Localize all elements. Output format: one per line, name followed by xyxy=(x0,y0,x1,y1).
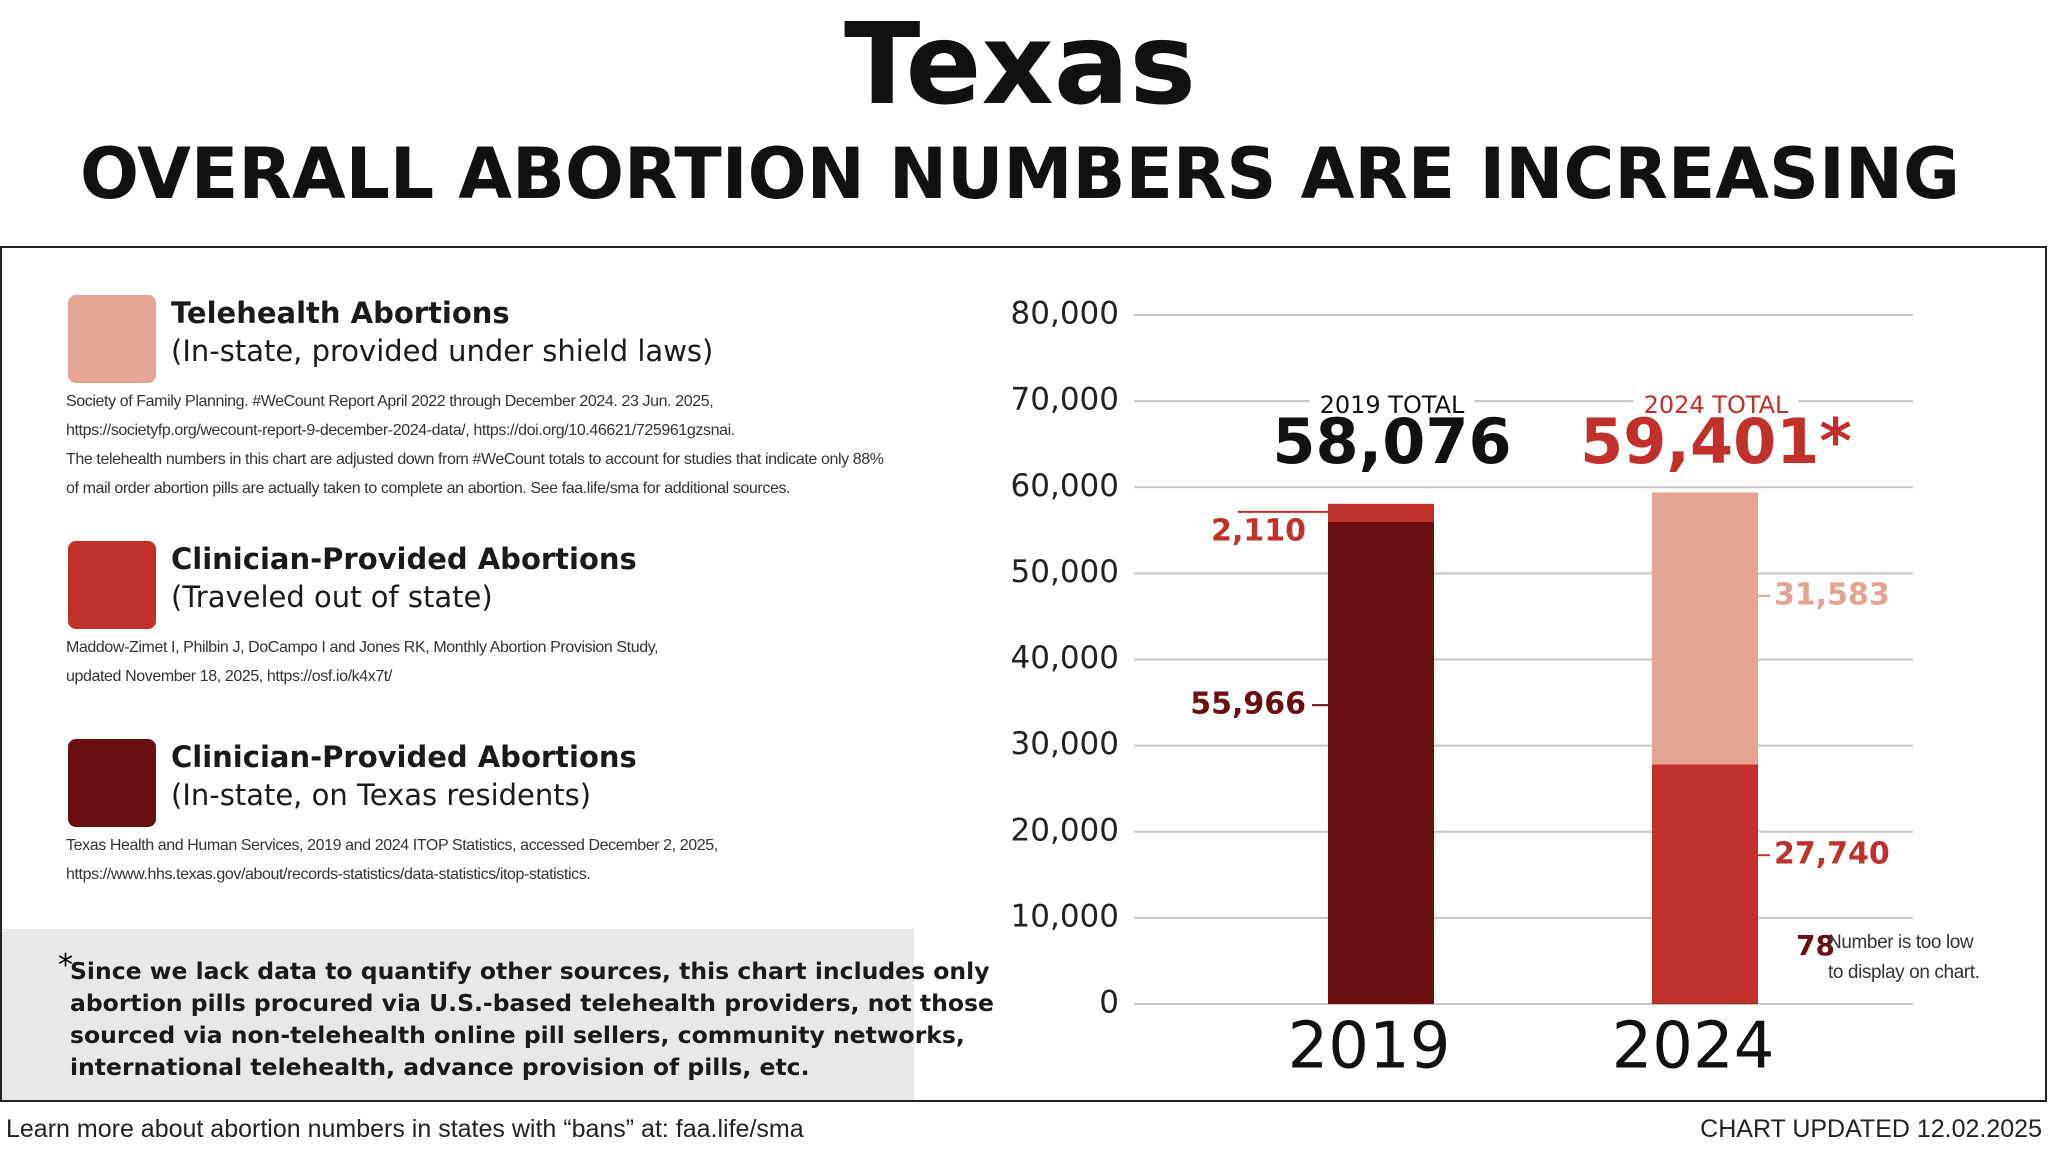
y-tick-label: 60,000 xyxy=(1011,468,1119,504)
source-line: https://societyfp.org/wecount-report-9-d… xyxy=(66,422,735,439)
bar-segment xyxy=(1328,503,1434,522)
source-line: Maddow-Zimet I, Philbin J, DoCampo I and… xyxy=(66,639,659,656)
note-line: international telehealth, advance provis… xyxy=(70,1053,810,1081)
legend-source: Maddow-Zimet I, Philbin J, DoCampo I and… xyxy=(66,633,659,691)
y-tick-label: 30,000 xyxy=(1011,726,1119,762)
note-line: abortion pills procured via U.S.-based t… xyxy=(70,989,994,1017)
legend-source: Society of Family Planning. #WeCount Rep… xyxy=(66,387,884,503)
total-value: 58,076 xyxy=(1272,405,1511,478)
source-line: Society of Family Planning. #WeCount Rep… xyxy=(66,393,714,410)
bar-segment xyxy=(1652,764,1758,1004)
chart-subtitle: OVERALL ABORTION NUMBERS ARE INCREASING xyxy=(80,133,1960,215)
legend-swatch xyxy=(68,541,156,629)
bar-segment xyxy=(1652,492,1758,765)
legend-swatch xyxy=(68,739,156,827)
source-line: of mail order abortion pills are actuall… xyxy=(66,480,791,497)
total-label: 2019 TOTAL xyxy=(1320,391,1465,419)
footer-right: CHART UPDATED 12.02.2025 xyxy=(1700,1115,2042,1143)
footer-left: Learn more about abortion numbers in sta… xyxy=(6,1115,804,1143)
legend-detail: (In-state, on Texas residents) xyxy=(171,778,592,812)
legend-swatch xyxy=(68,295,156,383)
value-label: 78 xyxy=(1796,929,1835,962)
note-box xyxy=(2,929,914,1100)
y-tick-label: 10,000 xyxy=(1011,898,1119,934)
value-label: 31,583 xyxy=(1774,577,1890,612)
source-line: https://www.hhs.texas.gov/about/records-… xyxy=(66,866,591,883)
y-tick-label: 50,000 xyxy=(1011,554,1119,590)
legend-name: Clinician-Provided Abortions xyxy=(171,542,637,576)
x-tick-label: 2024 xyxy=(1612,1010,1775,1084)
note-line: Since we lack data to quantify other sou… xyxy=(70,957,990,985)
note: Since we lack data to quantify other sou… xyxy=(70,955,994,1083)
bar-segment xyxy=(1652,1003,1758,1004)
y-tick-label: 40,000 xyxy=(1011,640,1119,676)
note-marker: * xyxy=(58,948,73,983)
frame xyxy=(0,246,2047,1102)
source-line: Texas Health and Human Services, 2019 an… xyxy=(66,837,718,854)
y-tick-label: 0 xyxy=(1099,985,1119,1021)
value-label: 2,110 xyxy=(1211,513,1306,548)
x-tick-label: 2019 xyxy=(1288,1010,1451,1084)
legend-name: Clinician-Provided Abortions xyxy=(171,740,637,774)
total-label-bg xyxy=(1633,390,1799,422)
y-tick-label: 70,000 xyxy=(1011,382,1119,418)
source-line: The telehealth numbers in this chart are… xyxy=(66,451,884,468)
total-value: 59,401* xyxy=(1580,405,1852,478)
y-tick-label: 80,000 xyxy=(1011,296,1119,332)
value-label: 27,740 xyxy=(1774,837,1890,872)
bar-segment xyxy=(1328,521,1434,1004)
total-label: 2024 TOTAL xyxy=(1644,391,1789,419)
note-line: sourced via non-telehealth online pill s… xyxy=(70,1021,965,1049)
source-line: updated November 18, 2025, https://osf.i… xyxy=(66,668,392,685)
total-label-bg xyxy=(1309,390,1475,422)
y-tick-label: 20,000 xyxy=(1011,812,1119,848)
legend-name: Telehealth Abortions xyxy=(171,296,510,330)
value-label: 55,966 xyxy=(1190,687,1306,722)
annotation: Number is too low to display on chart. xyxy=(1828,932,1980,983)
chart-title: Texas xyxy=(844,0,1196,130)
legend-source: Texas Health and Human Services, 2019 an… xyxy=(66,831,718,889)
legend-detail: (In-state, provided under shield laws) xyxy=(171,334,714,368)
legend-detail: (Traveled out of state) xyxy=(171,580,493,614)
